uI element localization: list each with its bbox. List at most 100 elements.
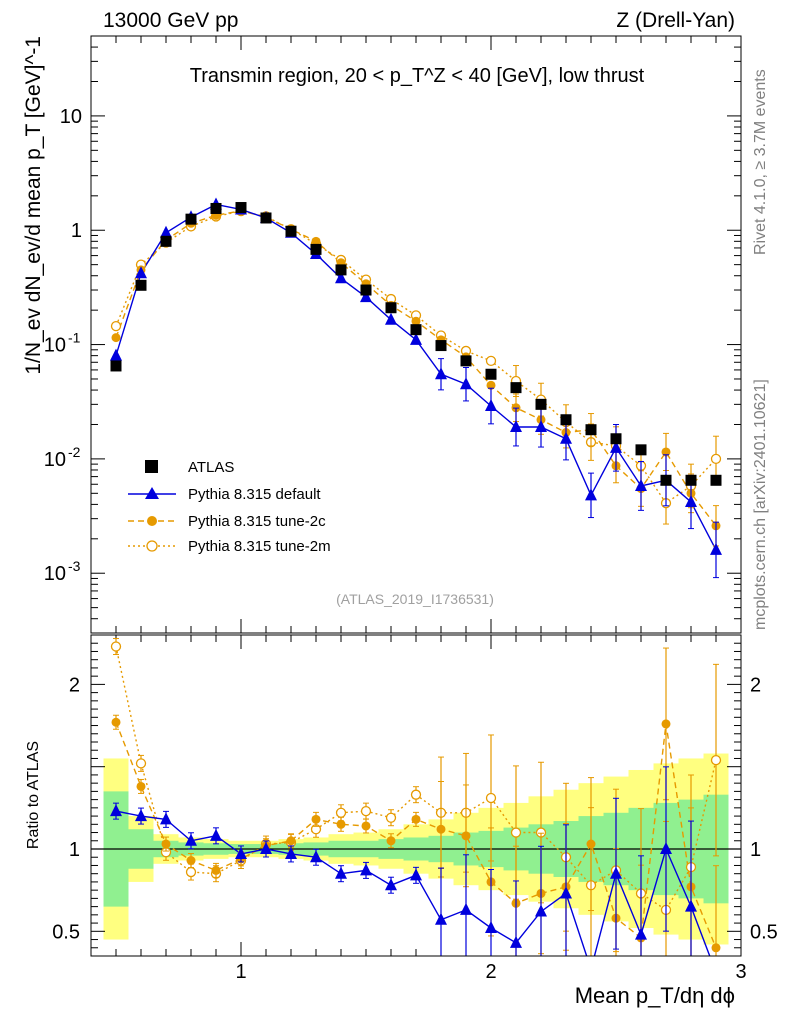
header-process: Z (Drell-Yan) [616,9,735,32]
legend-label-tune2m: Pythia 8.315 tune-2m [188,538,331,555]
point-default [110,348,122,361]
point-tune2c [486,380,496,390]
ratio-point-tune2c [411,814,421,824]
legend-marker-atlas [145,460,158,473]
legend-label-atlas: ATLAS [188,459,234,476]
ratio-point-default [610,866,622,879]
ratio-point-tune2c [661,719,671,729]
point-tune2m [710,453,722,465]
point-atlas [135,279,147,291]
ratio-point-tune2c [111,717,121,727]
analysis-id: (ATLAS_2019_I1736531) [336,591,494,607]
legend-label-tune2c: Pythia 8.315 tune-2c [188,513,326,530]
ratio-point-tune2c [211,865,221,875]
ratio-frame [90,634,742,957]
ratio-point-tune2m [510,827,522,838]
point-default [535,420,547,433]
point-atlas [235,202,247,214]
point-tune2c [311,236,321,246]
point-default [410,332,422,345]
point-default [485,399,497,412]
ratio-point-tune2m [110,641,122,652]
ratio-point-default [160,812,172,825]
point-default [635,478,647,491]
ratio-point-tune2m [185,866,197,878]
mcplots-label: mcplots.cern.ch [arXiv:2401.10621] [752,379,769,630]
y-tick-label: 1 [71,220,82,242]
ratio-point-default [235,846,247,859]
point-default [685,494,697,507]
point-atlas [160,235,172,247]
ratio-point-default [660,842,672,854]
point-default [510,420,522,433]
ratio-point-tune2c [361,821,371,831]
point-tune2c [661,447,671,457]
point-default [585,488,597,501]
point-atlas [310,243,322,255]
point-atlas [185,213,197,225]
point-atlas [385,302,397,314]
y-tick-label: 10 [60,106,82,128]
ratio-point-default [385,878,397,891]
point-atlas [660,474,672,486]
ratio-point-default [210,828,222,841]
point-atlas [335,264,347,276]
y-tick-exponent: -1 [68,330,81,346]
ratio-y-tick-label-left: 0.5 [52,921,80,943]
ratio-point-default [335,866,347,879]
ratio-y-tick-label-right: 0.5 [750,921,778,943]
ratio-point-tune2m [385,812,397,823]
point-atlas [435,340,447,352]
ratio-y-tick-label-right: 1 [750,839,761,861]
ratio-point-default [410,868,422,881]
legend-marker-tune2c [147,516,157,526]
legend: ATLAS Pythia 8.315 default Pythia 8.315 … [128,459,331,555]
y-tick-label: 10 [44,335,66,357]
point-atlas [560,414,572,426]
point-default [610,440,622,453]
ratio-point-tune2m [485,792,497,804]
ratio-point-default [510,935,522,948]
main-frame [90,35,742,634]
point-atlas [360,284,372,296]
ratio-point-tune2c [186,856,196,866]
point-default [385,312,397,325]
ratio-point-default [185,833,197,846]
ratio-point-tune2m [360,805,372,817]
point-default [360,290,372,303]
rivet-label: Rivet 4.1.0, ≥ 3.7M events [752,69,769,255]
ratio-point-default [460,902,472,915]
x-tick-label: 1 [235,961,246,983]
ratio-point-tune2c [586,839,596,849]
ratio-point-default [110,804,122,817]
point-default [435,367,447,380]
point-atlas [610,433,622,445]
point-tune2m [110,320,122,332]
point-default [710,542,722,555]
ratio-point-default [560,886,572,899]
legend-label-default: Pythia 8.315 default [188,486,321,503]
ratio-y-tick-label-right: 2 [750,674,761,696]
point-default [560,431,572,444]
point-default [460,377,472,390]
ratio-point-default [535,904,547,917]
ratio-point-default [135,809,147,822]
point-atlas [110,360,122,372]
point-atlas [485,368,497,380]
point-default [135,266,147,279]
point-tune2c [111,333,121,343]
ratio-point-tune2c [711,943,721,953]
ratio-point-default [360,863,372,876]
legend-marker-tune2m [146,540,158,552]
point-atlas [210,202,222,214]
series-line-tune2c [115,210,717,527]
ratio-y-tick-label-left: 2 [69,674,80,696]
ratio-point-tune2c [461,831,471,841]
point-atlas [635,444,647,456]
point-atlas [585,424,597,436]
ratio-point-default [310,850,322,863]
ratio-point-tune2c [286,836,296,846]
ratio-point-default [285,846,297,859]
y-tick-exponent: -3 [68,558,81,574]
